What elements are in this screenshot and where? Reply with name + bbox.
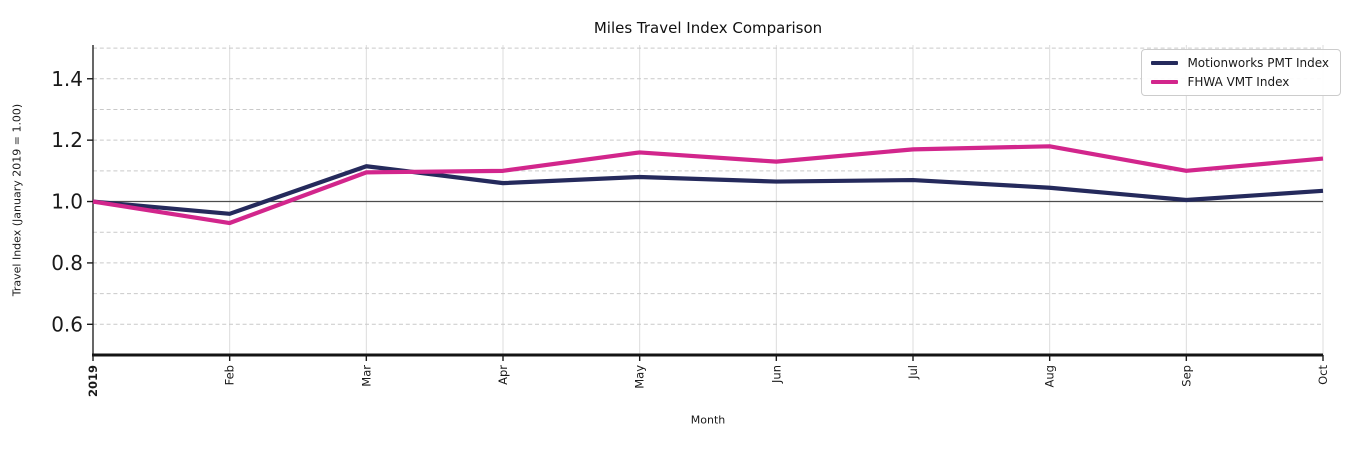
series-line-pmt (92, 164, 1324, 216)
legend-swatch-vmt-line (1151, 80, 1179, 84)
legend-item-vmt: FHWA VMT Index (1151, 76, 1329, 88)
x-tick-label: Mar (359, 365, 373, 387)
legend-label-pmt: Motionworks PMT Index (1187, 56, 1329, 70)
x-tick-label: Jun (769, 365, 783, 384)
x-tick-label: Oct (1316, 365, 1330, 385)
x-tick-label: Feb (223, 365, 237, 385)
y-tick-label: 0.6 (51, 312, 83, 336)
y-tick-label: 1.2 (51, 128, 83, 152)
y-tick-label: 1.0 (51, 190, 83, 214)
legend-swatch-pmt-line (1151, 61, 1179, 65)
x-tick-label: 2019 (86, 365, 100, 397)
legend-item-pmt: Motionworks PMT Index (1151, 57, 1329, 69)
legend-label-vmt: FHWA VMT Index (1187, 75, 1290, 89)
series-line-vmt (92, 144, 1324, 226)
chart-title: Miles Travel Index Comparison (593, 19, 823, 37)
legend: Motionworks PMT Index FHWA VMT Index (1141, 49, 1341, 96)
x-tick-label: May (633, 365, 647, 389)
y-tick-label: 0.8 (51, 251, 83, 275)
x-tick-label: Jul (906, 365, 920, 380)
x-tick-label: Apr (496, 365, 510, 385)
x-axis-label: Month (690, 413, 726, 427)
x-tick-label: Sep (1179, 365, 1193, 387)
x-tick-label: Aug (1043, 365, 1057, 387)
y-tick-label: 1.4 (51, 67, 83, 91)
